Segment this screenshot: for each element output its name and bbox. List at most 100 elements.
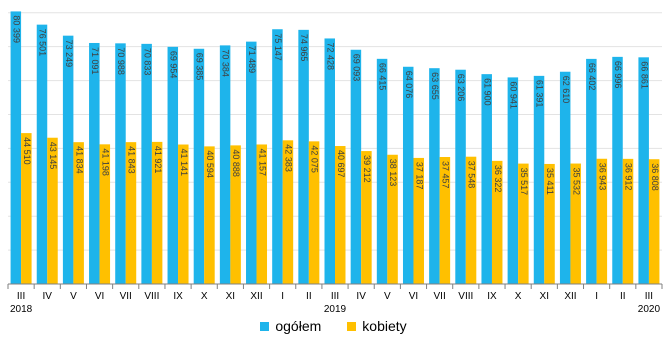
x-tick-label: X [201,291,208,302]
chart-svg: 80 399 44 510 76 501 43 145 73 249 41 834 71 0… [7,11,663,315]
data-label-ogolem: 66 861 [639,61,649,89]
bar-kobiety [648,159,660,284]
data-label-kobiety: 36 322 [493,165,503,193]
data-label-kobiety: 41 157 [257,148,267,176]
bar-ogolem [586,58,597,284]
bar-ogolem [376,58,388,285]
data-label-ogolem: 61 391 [535,80,545,108]
bar-kobiety [622,158,634,284]
x-tick-label: I [595,291,598,302]
data-label-ogolem: 75 147 [273,33,283,61]
x-tick-label: VI [409,291,418,302]
x-tick-label: III [17,291,25,302]
bar-kobiety [73,142,84,284]
x-tick-label: XI [540,291,549,302]
x-tick-label: VII [120,291,132,302]
bar-kobiety [335,146,346,284]
x-tick-label: I [281,291,284,302]
data-label-kobiety: 43 145 [48,142,58,170]
x-tick-label: IV [43,291,53,302]
data-label-kobiety: 40 888 [231,149,241,177]
x-tick-label: VIII [144,291,159,302]
legend: ogółem kobiety [0,318,667,334]
data-label-ogolem: 62 610 [561,76,571,104]
x-tick-label: III [331,291,339,302]
legend-label-kobiety: kobiety [362,318,407,334]
x-tick-label: IX [173,291,183,302]
bar-ogolem [507,77,519,285]
data-label-kobiety: 41 141 [179,149,189,177]
bar-ogolem [533,75,545,284]
x-tick-label: III [645,291,653,302]
bar-ogolem [402,66,414,285]
data-label-ogolem: 69 093 [352,54,362,82]
data-label-ogolem: 70 988 [116,47,126,75]
bar-ogolem [455,69,466,284]
data-label-ogolem: 71 091 [90,47,100,75]
bar-ogolem [429,68,440,284]
bar-kobiety [491,160,503,284]
data-label-kobiety: 36 943 [597,163,607,191]
data-label-kobiety: 36 808 [650,163,660,191]
bar-kobiety [256,144,268,284]
bar-kobiety [387,154,398,284]
data-label-kobiety: 41 843 [127,146,137,174]
x-tick-label: V [384,291,391,302]
bar-ogolem [324,38,335,284]
bar-ogolem [219,45,231,284]
data-label-ogolem: 66 996 [613,61,623,89]
x-tick-label: IV [356,291,366,302]
data-label-ogolem: 66 415 [378,63,388,91]
data-label-kobiety: 42 075 [310,145,320,173]
data-label-ogolem: 70 384 [221,49,231,77]
data-label-ogolem: 63 206 [456,74,466,102]
bar-kobiety [465,156,477,284]
data-label-kobiety: 37 187 [414,162,424,190]
data-label-ogolem: 61 900 [482,78,492,106]
legend-item-ogolem: ogółem [260,318,321,334]
legend-swatch-ogolem [260,321,270,331]
x-tick-label: X [515,291,522,302]
bar-kobiety [230,145,241,284]
x-tick-label: II [620,291,626,302]
data-label-ogolem: 71 489 [247,46,257,74]
bar-kobiety [518,163,529,284]
x-tick-label: XI [226,291,235,302]
x-tick-label: XII [250,291,262,302]
data-label-ogolem: 76 501 [38,29,48,57]
data-label-ogolem: 63 655 [430,72,440,100]
legend-item-kobiety: kobiety [347,318,407,334]
bar-kobiety [99,144,111,284]
bar-ogolem [89,42,100,285]
data-label-ogolem: 80 399 [11,15,21,43]
x-tick-label: II [306,291,312,302]
x-tick-label: VIII [458,291,473,302]
bar-ogolem [481,74,492,284]
data-label-kobiety: 42 383 [284,144,294,172]
x-year-label: 2019 [324,304,347,315]
data-label-kobiety: 44 510 [22,137,32,165]
bar-ogolem [193,48,205,284]
legend-swatch-kobiety [347,321,357,331]
bar-ogolem [638,57,649,284]
data-label-ogolem: 69 385 [195,53,205,81]
bar-ogolem [559,71,571,284]
data-label-kobiety: 35 517 [519,168,529,196]
bar-kobiety [282,140,294,284]
x-year-label: 2020 [638,304,661,315]
x-tick-label: IX [487,291,497,302]
bar-ogolem [115,43,126,284]
x-tick-label: XII [564,291,576,302]
data-label-kobiety: 37 548 [467,161,477,189]
bar-kobiety [151,141,163,284]
bar-ogolem [612,56,623,284]
data-label-ogolem: 69 954 [168,51,178,79]
data-label-kobiety: 39 212 [362,155,372,183]
bar-kobiety [308,141,320,284]
data-label-ogolem: 64 076 [404,71,414,99]
data-label-kobiety: 37 457 [441,161,451,189]
bar-kobiety [439,157,451,284]
bar-ogolem [298,29,309,284]
x-tick-label: V [70,291,77,302]
